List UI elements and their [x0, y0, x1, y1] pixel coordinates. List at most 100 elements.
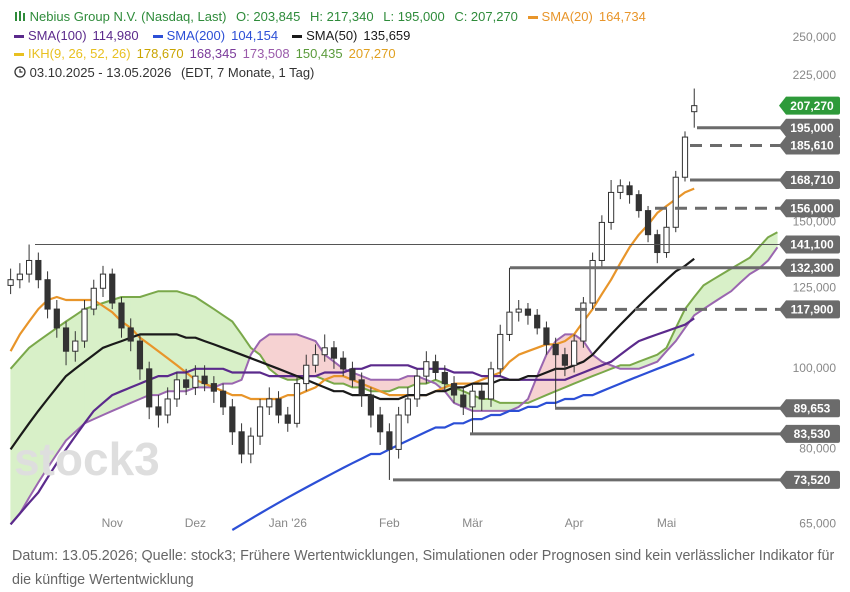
legend-entry: SMA(50) 135,659	[292, 28, 410, 43]
level-label-box	[779, 300, 840, 319]
candle-body	[515, 308, 522, 313]
x-tick-label: Nov	[102, 516, 123, 530]
period: 03.10.2025 - 13.05.2026	[29, 64, 172, 80]
x-tick-label: Dez	[185, 516, 206, 530]
candle-body	[441, 371, 448, 385]
legend: Nebius Group N.V. (Nasdaq, Last) O: 203,…	[14, 8, 646, 82]
legend-name: SMA(20)	[541, 9, 593, 24]
candle-body	[561, 354, 569, 366]
x-tick-label: Apr	[565, 516, 584, 530]
candle-body	[266, 398, 273, 408]
level-label-box	[779, 136, 840, 155]
candle-body	[321, 347, 328, 356]
y-tick-label: 150,000	[793, 215, 837, 229]
candle-body	[284, 414, 291, 424]
candle-body	[552, 343, 559, 356]
candle-body	[432, 361, 439, 373]
candle-body	[303, 364, 310, 385]
candle-body	[25, 259, 33, 275]
level-label-box	[779, 424, 840, 443]
level-label-box	[779, 118, 840, 137]
candle-body	[72, 340, 79, 352]
sma-line	[231, 353, 695, 531]
candle-body	[256, 406, 264, 437]
cloud-fill	[158, 290, 168, 396]
ohlc-high: H: 217,340	[310, 9, 374, 24]
candle-body	[155, 406, 162, 416]
legend-value: 207,270	[348, 46, 396, 61]
candle-body	[53, 308, 60, 329]
period-note: (EDT, 7 Monate, 1 Tag)	[180, 64, 315, 80]
legend-swatch	[14, 53, 24, 57]
candle-body	[580, 302, 587, 342]
legend-swatch	[152, 34, 163, 38]
candle-body	[7, 279, 14, 286]
candle-body	[367, 394, 375, 416]
candle-body	[109, 273, 116, 304]
level-label: 195,000	[790, 121, 834, 135]
legend-name: SMA(100)	[28, 27, 87, 43]
candle-body	[423, 361, 430, 377]
candle-body	[219, 390, 227, 408]
sma-line	[9, 257, 695, 451]
legend-name: SMA(50)	[306, 27, 358, 43]
candle-body	[312, 354, 319, 366]
cloud-fill	[204, 302, 215, 388]
candle-body	[395, 414, 402, 450]
candle-body	[377, 414, 384, 433]
candle-body	[229, 406, 236, 433]
legend-value: 178,670	[136, 46, 184, 61]
level-label: 73,520	[794, 473, 831, 487]
candle-body	[62, 327, 70, 352]
legend-row: SMA(100) 114,980 SMA(200) 104,154 SMA(50) 135…	[14, 27, 646, 46]
candle-body	[413, 375, 421, 400]
candle-body	[136, 340, 144, 370]
axes: 65,000 80,000 100,000 125,000 150,000 225,000…	[35, 30, 840, 531]
candle-body	[340, 357, 347, 370]
candle-body	[90, 287, 97, 310]
legend-value: 104,154	[231, 27, 279, 43]
candle-body	[210, 383, 217, 392]
candle-body	[460, 394, 467, 408]
level-label-box	[779, 170, 840, 189]
legend-entry: SMA(20) 164,734	[527, 9, 646, 24]
candle-body	[469, 390, 476, 408]
candle-body	[146, 368, 153, 408]
candle-body	[99, 273, 107, 289]
legend-swatch	[14, 34, 24, 38]
candle-body	[450, 383, 458, 396]
level-label: 83,530	[794, 427, 831, 441]
ohlc-low: L: 195,000	[383, 9, 445, 24]
chart-title: Nebius Group N.V. (Nasdaq, Last)	[29, 9, 227, 24]
candle-body	[81, 308, 88, 342]
x-tick-label: Mär	[462, 516, 483, 530]
legend-row: 03.10.2025 - 13.05.2026 (EDT, 7 Monate, …	[14, 64, 646, 83]
y-tick-label: 250,000	[793, 30, 837, 44]
candle-body	[358, 379, 365, 396]
legend-value: 114,980	[92, 27, 139, 43]
candle-body	[173, 379, 181, 400]
chart-icon	[15, 11, 25, 21]
candle-body	[672, 176, 679, 228]
legend-value: 135,659	[363, 27, 411, 43]
legend-value: 150,435	[295, 46, 343, 61]
candle-body	[127, 327, 134, 342]
level-label: 156,000	[790, 201, 834, 215]
legend-value: 164,734	[598, 9, 646, 24]
candle-body	[238, 431, 245, 455]
candle-body	[183, 379, 190, 388]
candle-body	[644, 210, 652, 236]
candle-body	[663, 226, 670, 254]
legend-swatch	[292, 34, 303, 38]
legend-value: 168,345	[189, 46, 237, 61]
level-label: 207,270	[790, 99, 834, 113]
candle-body	[35, 259, 42, 281]
candle-body	[635, 194, 642, 212]
level-label: 117,900	[791, 303, 834, 317]
candle-body	[247, 435, 254, 455]
level-label-box	[779, 470, 840, 489]
cloud-fill	[481, 398, 492, 412]
level-label: 168,710	[790, 173, 834, 187]
candle-body	[275, 398, 282, 416]
